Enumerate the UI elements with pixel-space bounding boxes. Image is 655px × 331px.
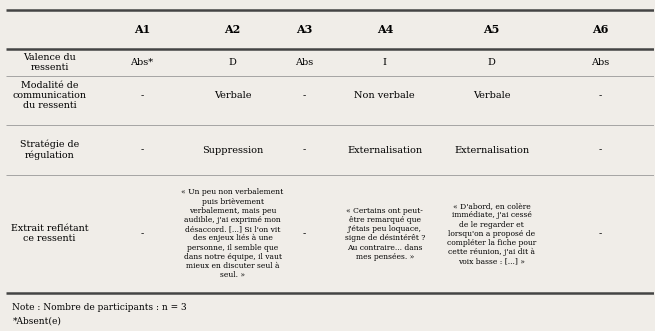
Text: A6: A6 [592, 24, 608, 35]
Text: -: - [140, 91, 143, 100]
Text: -: - [302, 229, 305, 238]
Text: Valence du
ressenti: Valence du ressenti [23, 53, 76, 72]
Text: -: - [140, 229, 143, 238]
Text: A1: A1 [134, 24, 150, 35]
Text: -: - [599, 91, 602, 100]
Text: I: I [383, 58, 387, 67]
Text: Verbale: Verbale [214, 91, 252, 100]
Text: Verbale: Verbale [473, 91, 510, 100]
Text: A3: A3 [295, 24, 312, 35]
Text: Externalisation: Externalisation [454, 146, 529, 155]
Text: Suppression: Suppression [202, 146, 263, 155]
Text: *Absent(e): *Absent(e) [12, 317, 61, 326]
Text: -: - [302, 146, 305, 155]
Text: Externalisation: Externalisation [347, 146, 422, 155]
Text: Note : Nombre de participants : n = 3: Note : Nombre de participants : n = 3 [12, 303, 187, 312]
Text: « D'abord, en colère
immédiate, j'ai cessé
de le regarder et
lorsqu'on a proposé: « D'abord, en colère immédiate, j'ai ces… [447, 202, 536, 265]
Text: Abs*: Abs* [130, 58, 153, 67]
Text: Abs: Abs [295, 58, 313, 67]
Text: -: - [599, 229, 602, 238]
Text: D: D [488, 58, 496, 67]
Text: A2: A2 [225, 24, 240, 35]
Text: -: - [302, 91, 305, 100]
Text: « Un peu non verbalement
puis brièvement
verbalement, mais peu
audible, j'ai exp: « Un peu non verbalement puis brièvement… [181, 188, 284, 279]
Text: Extrait reflétant
ce ressenti: Extrait reflétant ce ressenti [11, 224, 88, 244]
Text: -: - [599, 146, 602, 155]
Text: « Certains ont peut-
être remarqué que
j'étais peu loquace,
signe de désintérêt : « Certains ont peut- être remarqué que j… [345, 207, 425, 261]
Text: Stratégie de
régulation: Stratégie de régulation [20, 140, 79, 160]
Text: -: - [140, 146, 143, 155]
Text: Abs: Abs [591, 58, 609, 67]
Text: A4: A4 [377, 24, 393, 35]
Text: Non verbale: Non verbale [354, 91, 415, 100]
Text: Modalité de
communication
du ressenti: Modalité de communication du ressenti [12, 81, 86, 111]
Text: A5: A5 [483, 24, 500, 35]
Text: D: D [229, 58, 236, 67]
